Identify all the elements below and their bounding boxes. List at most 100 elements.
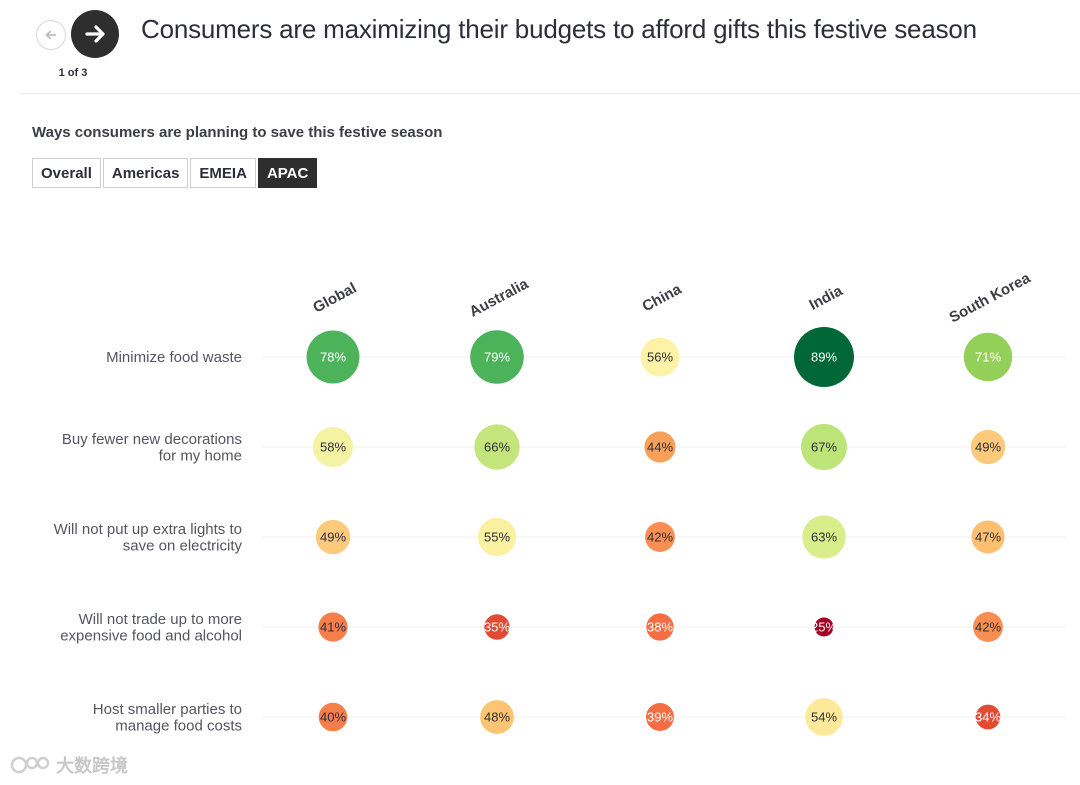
bubble-circle (484, 614, 510, 640)
bubble[interactable]: 58% (312, 426, 354, 468)
bubble-value-label: 79% (484, 350, 510, 365)
row-label: save on electricity (123, 537, 243, 554)
next-button[interactable] (71, 10, 119, 58)
bubble-circle (963, 332, 1013, 382)
bubble-value-label: 54% (811, 710, 837, 725)
bubble[interactable]: 67% (801, 424, 847, 470)
bubble-value-label: 38% (647, 620, 673, 635)
bubble-circle (477, 517, 517, 557)
bubble-value-label: 55% (484, 530, 510, 545)
bubble-circle (975, 704, 1001, 730)
bubble[interactable]: 89% (794, 327, 854, 387)
bubble-value-label: 56% (647, 350, 673, 365)
bubble[interactable]: 25% (811, 617, 837, 637)
bubble-circle (315, 519, 351, 555)
bubble-circle (306, 330, 360, 384)
column-label: India (806, 282, 845, 314)
column-label: China (639, 280, 684, 315)
tab-americas[interactable]: Americas (102, 158, 189, 188)
bubble[interactable]: 71% (963, 332, 1013, 382)
bubble-value-label: 34% (975, 710, 1001, 725)
bubble-circle (640, 337, 680, 377)
row-label: Will not put up extra lights to (54, 521, 242, 538)
region-tabs: Overall Americas EMEIA APAC (32, 158, 318, 188)
bubble-circle (480, 700, 514, 734)
bubble[interactable]: 41% (318, 612, 348, 642)
bubble[interactable]: 47% (971, 520, 1005, 554)
bubble[interactable]: 42% (973, 612, 1003, 642)
bubble-circle (802, 515, 846, 559)
bubble-value-label: 89% (811, 350, 837, 365)
header-divider (20, 93, 1080, 94)
column-label: Global (310, 280, 359, 317)
bubble-value-label: 58% (320, 440, 346, 455)
bubble-value-label: 42% (975, 620, 1001, 635)
bubble-value-label: 44% (647, 440, 673, 455)
bubble-circle (318, 612, 348, 642)
bubble[interactable]: 49% (970, 429, 1006, 465)
previous-button[interactable] (36, 20, 66, 50)
bubble[interactable]: 38% (646, 613, 674, 641)
bubble-circle (801, 424, 847, 470)
bubble-value-label: 47% (975, 530, 1001, 545)
bubble-value-label: 41% (320, 620, 346, 635)
bubble[interactable]: 35% (484, 614, 510, 640)
bubble-value-label: 35% (484, 620, 510, 635)
bubble-circle (312, 426, 354, 468)
bubble-value-label: 39% (647, 710, 673, 725)
bubble[interactable]: 44% (644, 431, 676, 463)
bubble[interactable]: 40% (318, 702, 348, 732)
tab-apac[interactable]: APAC (257, 158, 318, 188)
bubble[interactable]: 49% (315, 519, 351, 555)
bubble[interactable]: 54% (805, 698, 843, 736)
page-title: Consumers are maximizing their budgets t… (141, 14, 977, 44)
bubble-circle (814, 617, 834, 637)
bubble-value-label: 48% (484, 710, 510, 725)
row-label: manage food costs (115, 717, 242, 734)
bubble-circle (470, 330, 524, 384)
bubble-circle (794, 327, 854, 387)
bubble-value-label: 66% (484, 440, 510, 455)
bubble-value-label: 78% (320, 350, 346, 365)
tab-overall[interactable]: Overall (32, 158, 101, 188)
bubble-value-label: 49% (320, 530, 346, 545)
watermark-text: 大数跨境 (56, 756, 128, 776)
bubble[interactable]: 79% (470, 330, 524, 384)
bubble-circle (318, 702, 348, 732)
bubble-value-label: 63% (811, 530, 837, 545)
bubble-circle (474, 424, 520, 470)
chart-subtitle: Ways consumers are planning to save this… (32, 124, 443, 141)
tab-emeia[interactable]: EMEIA (190, 158, 256, 188)
bubble[interactable]: 78% (306, 330, 360, 384)
row-label: Will not trade up to more (79, 611, 242, 628)
bubble[interactable]: 34% (975, 704, 1001, 730)
bubble-circle (973, 612, 1003, 642)
bubble[interactable]: 39% (646, 703, 674, 731)
bubble-value-label: 42% (647, 530, 673, 545)
bubble-value-label: 71% (975, 350, 1001, 365)
watermark: 大数跨境 (10, 752, 128, 778)
bubble[interactable]: 55% (477, 517, 517, 557)
page-indicator: 1 of 3 (58, 67, 88, 79)
bubble-circle (646, 613, 674, 641)
bubble-value-label: 67% (811, 440, 837, 455)
bubble-circle (644, 431, 676, 463)
bubble[interactable]: 63% (802, 515, 846, 559)
brand-logo-icon (10, 756, 50, 774)
bubble-circle (805, 698, 843, 736)
bubble[interactable]: 66% (474, 424, 520, 470)
arrow-left-icon (45, 30, 57, 40)
bubble[interactable]: 48% (480, 700, 514, 734)
bubble-circle (646, 703, 674, 731)
bubble-circle (971, 520, 1005, 554)
row-label: for my home (159, 447, 242, 464)
bubble-value-label: 25% (811, 620, 837, 635)
column-label: Australia (467, 275, 532, 320)
bubble-value-label: 40% (320, 710, 346, 725)
row-label: Buy fewer new decorations (62, 431, 242, 448)
bubble[interactable]: 42% (645, 522, 675, 552)
bubble[interactable]: 56% (640, 337, 680, 377)
row-label: Minimize food waste (106, 349, 242, 366)
arrow-right-icon (85, 25, 105, 43)
